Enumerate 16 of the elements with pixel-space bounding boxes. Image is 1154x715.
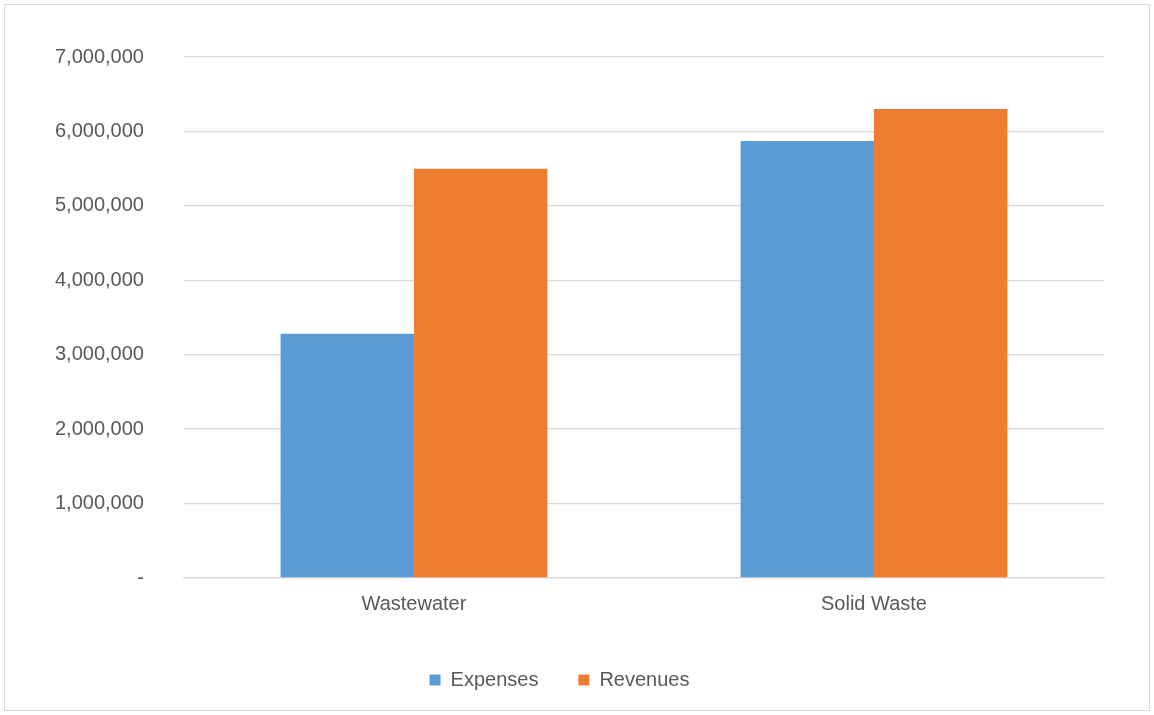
y-tick-label: 7,000,000 <box>54 44 144 67</box>
bar <box>413 168 548 578</box>
y-tick-label: 5,000,000 <box>54 193 144 216</box>
x-tick-label: Wastewater <box>361 591 467 614</box>
bar <box>873 109 1008 578</box>
y-tick-label: 1,000,000 <box>54 491 144 514</box>
legend-label: Revenues <box>599 667 690 690</box>
y-tick-label: 3,000,000 <box>54 342 144 365</box>
bar <box>740 141 874 578</box>
y-tick-label: 4,000,000 <box>54 267 144 290</box>
y-tick-label: 2,000,000 <box>54 416 144 439</box>
y-tick-label: 6,000,000 <box>54 118 144 141</box>
legend-label: Expenses <box>450 667 539 690</box>
bar <box>280 333 414 578</box>
x-tick-label: Solid Waste <box>821 591 927 614</box>
y-tick-label: - <box>137 565 144 588</box>
